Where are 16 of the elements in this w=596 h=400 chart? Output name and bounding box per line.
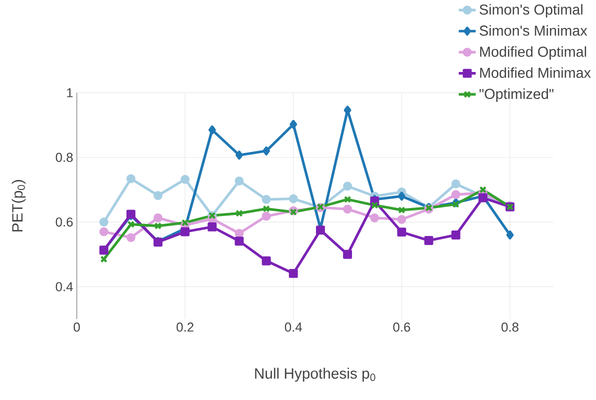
y-tick-label: 0.4 [56, 282, 73, 292]
legend-label: Modified Minimax [480, 67, 591, 78]
x-tick-label: 0.8 [502, 322, 518, 332]
legend-label: "Optimized" [480, 88, 554, 102]
x-tick-label: 0.4 [284, 322, 302, 332]
y-tick-label: 0.8 [56, 152, 73, 162]
legend-label: Simon's Minimax [480, 25, 588, 36]
x-tick-label: 0.6 [393, 322, 410, 332]
y-tick-label: 1 [67, 88, 73, 98]
legend-label: Simon's Optimal [480, 4, 582, 18]
x-tick-label: 0.2 [176, 322, 194, 332]
y-tick-label: 0.6 [56, 218, 73, 227]
x-tick-label: 0 [74, 322, 80, 332]
y-axis-title: PET(p$_{0}$) [12, 180, 26, 232]
x-axis-title: Null Hypothesis p$_{0}$ [255, 368, 376, 382]
legend-label: Modified Optimal [480, 46, 586, 60]
